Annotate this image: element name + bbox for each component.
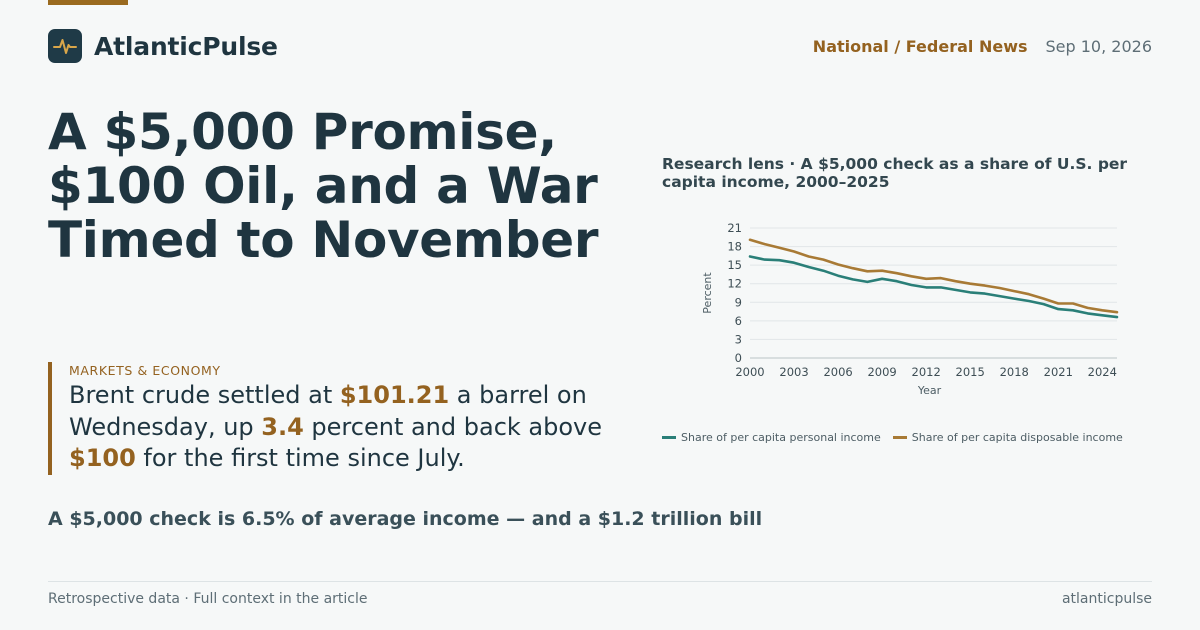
quote-highlight: $100 bbox=[69, 444, 136, 472]
legend-swatch-disposable bbox=[892, 436, 907, 439]
chart-title: Research lens · A $5,000 check as a shar… bbox=[662, 155, 1128, 191]
section-label[interactable]: National / Federal News bbox=[812, 37, 1028, 56]
top-accent-bar bbox=[48, 0, 128, 5]
y-axis-label: Percent bbox=[701, 272, 714, 314]
quote-part: Brent crude settled at bbox=[69, 381, 340, 409]
quote-part: for the first time since July. bbox=[135, 444, 465, 472]
footer-note: Retrospective data · Full context in the… bbox=[48, 591, 368, 607]
x-tick-label: 2015 bbox=[956, 365, 985, 379]
x-axis-label: Year bbox=[917, 384, 942, 397]
footer-site[interactable]: atlanticpulse bbox=[1061, 591, 1152, 607]
brand-name: AtlanticPulse bbox=[94, 31, 278, 61]
series-line-disposable bbox=[748, 238, 1119, 314]
x-tick-label: 2006 bbox=[823, 365, 852, 379]
quote-part: a barrel on Wednesday, up bbox=[69, 381, 587, 441]
quote-part: percent and back above bbox=[303, 412, 603, 441]
x-tick-label: 2018 bbox=[1000, 365, 1029, 379]
quote-kicker: MARKETS & ECONOMY bbox=[69, 363, 221, 378]
y-tick-label: 15 bbox=[727, 258, 742, 272]
y-tick-label: 6 bbox=[735, 314, 742, 328]
y-tick-label: 18 bbox=[727, 240, 742, 254]
y-tick-label: 21 bbox=[727, 221, 742, 235]
y-tick-label: 0 bbox=[735, 351, 742, 365]
x-tick-label: 2012 bbox=[912, 365, 941, 379]
pull-quote: MARKETS & ECONOMY Brent crude settled at… bbox=[48, 362, 629, 475]
headline: A $5,000 Promise, $100 Oil, and a War Ti… bbox=[48, 103, 599, 269]
quote-highlight: 3.4 bbox=[261, 412, 304, 441]
logo bbox=[48, 29, 82, 63]
x-tick-label: 2024 bbox=[1088, 365, 1117, 379]
x-tick-label: 2009 bbox=[867, 365, 896, 379]
article-meta: National / Federal News Sep 10, 2026 bbox=[813, 37, 1152, 56]
legend-label: Share of per capita personal income bbox=[681, 431, 881, 444]
y-tick-label: 12 bbox=[727, 277, 742, 291]
brand[interactable]: AtlanticPulse bbox=[48, 29, 278, 63]
x-tick-label: 2003 bbox=[779, 365, 808, 379]
series-line-personal bbox=[748, 255, 1119, 319]
legend-swatch-personal bbox=[662, 436, 676, 439]
x-tick-label: 2000 bbox=[735, 365, 764, 379]
quote-highlight: $101.21 bbox=[339, 381, 450, 409]
legend-item-personal: Share of per capita personal income bbox=[662, 431, 881, 444]
chart-legend: Share of per capita personal income Shar… bbox=[662, 431, 1135, 444]
line-chart: 0 3 6 9 12 15 18 21 2000 2003 2006 2009 2012 2015 2018… bbox=[701, 221, 1119, 397]
legend-label: Share of per capita disposable income bbox=[911, 431, 1123, 444]
legend-item-disposable: Share of per capita disposable income bbox=[892, 431, 1123, 444]
subheadline: A $5,000 check is 6.5% of average income… bbox=[48, 508, 763, 530]
x-tick-label: 2021 bbox=[1044, 365, 1073, 379]
quote-text: Brent crude settled at $101.21 a barrel … bbox=[69, 380, 629, 475]
footer-divider bbox=[48, 581, 1152, 582]
y-tick-label: 9 bbox=[735, 295, 742, 309]
y-tick-label: 3 bbox=[735, 332, 742, 346]
publish-date: Sep 10, 2026 bbox=[1045, 37, 1153, 56]
pulse-icon bbox=[53, 39, 77, 54]
